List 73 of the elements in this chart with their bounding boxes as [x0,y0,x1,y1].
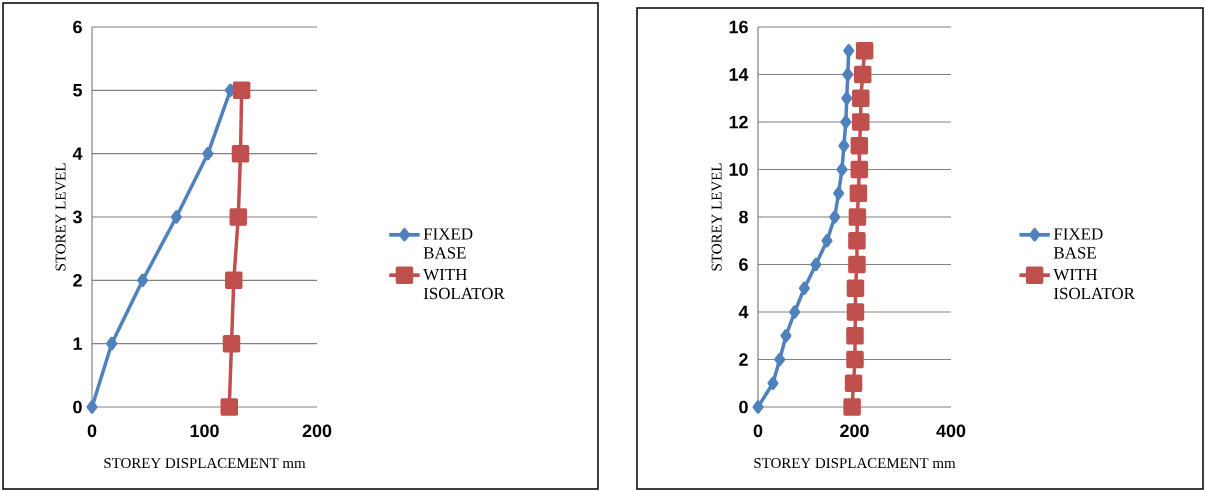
point [798,281,810,295]
point [844,374,863,392]
point [821,233,833,248]
point [225,271,243,290]
y-tick-label: 4 [738,305,749,319]
point [752,400,764,414]
point [170,210,182,224]
point [841,91,853,105]
point [846,279,865,297]
legend-label: WITH ISOLATOR [423,268,505,300]
point [853,65,872,84]
point [774,352,786,367]
x-axis-title: STOREY DISPLACEMENT mm [104,458,306,469]
point [843,398,861,416]
point [137,273,149,288]
point [202,146,214,161]
legend-label: WITH ISOLATOR [1053,268,1135,300]
y-tick-label: 6 [73,20,82,34]
point [838,138,850,153]
y-tick-label: 2 [73,274,82,287]
point [850,160,869,179]
point [232,81,251,100]
point [852,89,870,107]
point [231,144,250,163]
point [789,305,801,319]
x-axis-title: STOREY DISPLACEMENT mm [754,458,956,469]
point [850,136,869,155]
point [829,210,841,224]
point [780,328,792,343]
point [846,303,865,321]
point [767,376,779,390]
point [852,113,870,131]
point [848,208,867,226]
point [848,255,866,274]
y-tick-label: 1 [73,337,82,350]
y-tick-label: 0 [739,400,748,414]
point [855,41,874,60]
y-tick-label: 10 [729,163,748,176]
y-tick-label: 2 [739,353,748,366]
y-tick-label: 0 [73,400,82,414]
x-tick-label: 100 [190,424,219,438]
y-axis-title: STOREY LEVEL [55,163,66,271]
y-tick-label: 3 [72,210,82,224]
y-tick-label: 4 [72,147,83,160]
x-tick-label: 0 [87,424,97,438]
y-tick-label: 16 [729,20,748,34]
y-tick-label: 12 [729,115,748,129]
x-tick-label: 0 [753,424,763,438]
point [842,67,854,82]
x-tick-label: 200 [840,424,869,438]
legend-label: FIXED BASE [1053,228,1103,259]
point [106,336,118,351]
y-tick-label: 14 [729,68,749,81]
point [222,334,241,353]
point [840,115,852,129]
point [86,400,98,414]
y-tick-label: 5 [73,84,82,97]
point [849,184,868,202]
x-tick-label: 400 [936,424,966,438]
point [846,326,864,345]
point [229,208,248,226]
x-tick-label: 200 [302,424,332,438]
point [848,231,866,250]
point [833,186,845,200]
point [810,257,822,272]
point [220,398,239,416]
legend-label: FIXED BASE [423,228,473,259]
y-tick-label: 8 [739,210,748,224]
point [843,43,855,58]
y-tick-label: 6 [739,258,748,271]
point [836,162,848,177]
y-axis-title: STOREY LEVEL [711,163,722,271]
point [846,350,864,369]
